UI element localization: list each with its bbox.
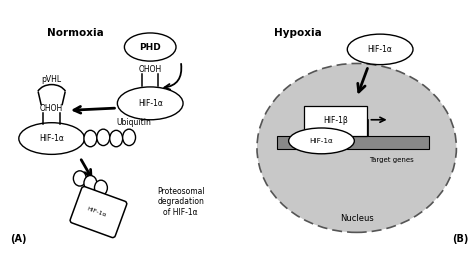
Ellipse shape	[118, 87, 183, 120]
Ellipse shape	[84, 175, 97, 191]
Ellipse shape	[110, 130, 123, 147]
Ellipse shape	[73, 171, 86, 186]
Text: (A): (A)	[10, 234, 27, 244]
Ellipse shape	[124, 33, 176, 61]
Ellipse shape	[123, 129, 136, 146]
Text: Hypoxia: Hypoxia	[274, 28, 322, 38]
Ellipse shape	[289, 128, 355, 154]
Text: OHOH: OHOH	[138, 65, 162, 74]
FancyBboxPatch shape	[70, 186, 127, 238]
Text: HIF-1α: HIF-1α	[310, 138, 333, 144]
Text: OHOH: OHOH	[40, 104, 64, 113]
FancyBboxPatch shape	[304, 106, 367, 136]
Ellipse shape	[347, 34, 413, 65]
Text: Nucleus: Nucleus	[340, 214, 374, 223]
Text: HIF-1α: HIF-1α	[39, 134, 64, 143]
Text: HIF-1β: HIF-1β	[323, 117, 348, 125]
Ellipse shape	[84, 130, 97, 147]
Text: Proteosomal
degradation
of HIF-1α: Proteosomal degradation of HIF-1α	[157, 187, 204, 217]
FancyBboxPatch shape	[235, 9, 474, 254]
Ellipse shape	[97, 129, 110, 146]
FancyBboxPatch shape	[0, 9, 244, 254]
Text: pVHL: pVHL	[42, 75, 62, 84]
Ellipse shape	[257, 63, 456, 232]
Text: HIF-1α: HIF-1α	[86, 207, 107, 218]
Text: HIF-1α: HIF-1α	[368, 45, 392, 54]
Text: HIF-1α: HIF-1α	[138, 99, 163, 108]
Text: PHD: PHD	[139, 43, 161, 52]
Text: Normoxia: Normoxia	[47, 28, 103, 38]
Bar	[277, 136, 429, 149]
Text: Ubiquitin: Ubiquitin	[116, 118, 151, 127]
Ellipse shape	[19, 123, 84, 154]
Text: Target genes: Target genes	[370, 157, 414, 163]
Text: (B): (B)	[452, 234, 468, 244]
Ellipse shape	[94, 180, 108, 195]
